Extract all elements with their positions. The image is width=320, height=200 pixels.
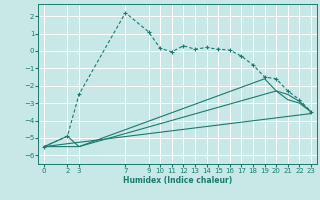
X-axis label: Humidex (Indice chaleur): Humidex (Indice chaleur) — [123, 176, 232, 185]
